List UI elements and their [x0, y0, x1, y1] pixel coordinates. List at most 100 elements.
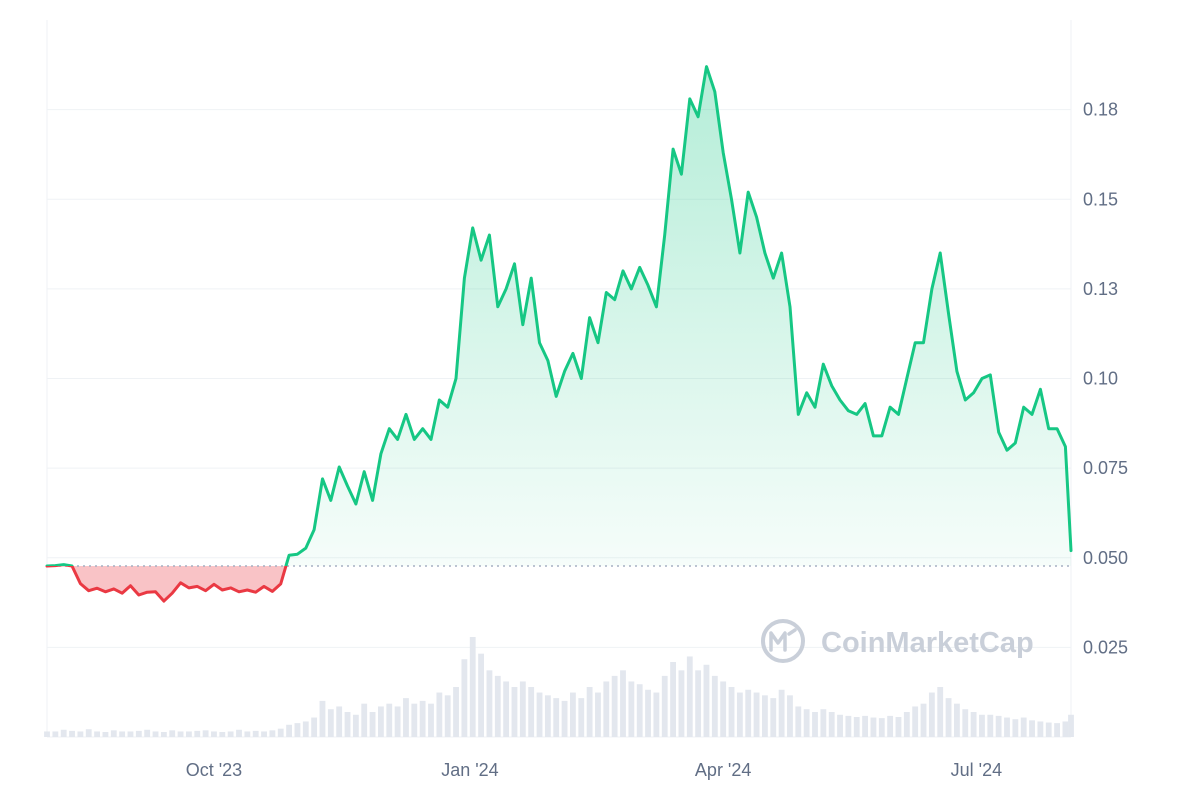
volume-bar [862, 715, 869, 737]
volume-bar [945, 698, 952, 737]
volume-bar [803, 709, 810, 737]
volume-bar [85, 729, 92, 737]
y-tick-label: 0.18 [1083, 100, 1118, 120]
volume-bar [912, 706, 919, 737]
price-line-above-baseline [45, 65, 1073, 566]
volume-bar [820, 709, 827, 737]
volume-bar [127, 731, 134, 737]
volume-bar [494, 675, 501, 737]
y-tick-label: 0.025 [1083, 637, 1128, 657]
volume-bar [636, 684, 643, 737]
x-tick-label: Apr '24 [695, 760, 751, 780]
volume-bar [269, 730, 276, 737]
volume-bar [887, 715, 894, 737]
volume-bar [970, 712, 977, 737]
y-tick-label: 0.075 [1083, 458, 1128, 478]
volume-bar [1068, 714, 1074, 737]
volume-bar [60, 729, 67, 737]
x-axis: Oct '23 Jan '24 Apr '24 Jul '24 [186, 760, 1002, 780]
volume-bars [44, 637, 1074, 737]
volume-bar [369, 712, 376, 737]
volume-bar [628, 681, 635, 737]
volume-bar [511, 687, 518, 737]
volume-bar [770, 698, 777, 737]
volume-bar [1012, 719, 1019, 737]
volume-bar [561, 700, 568, 737]
volume-bar [469, 637, 476, 737]
volume-bar [1020, 717, 1027, 737]
y-tick-label: 0.10 [1083, 369, 1118, 389]
coinmarketcap-logo-icon [761, 619, 805, 663]
volume-bar [987, 714, 994, 737]
volume-bar [678, 670, 685, 737]
volume-bar [52, 731, 59, 737]
volume-bar [645, 689, 651, 737]
volume-bar [294, 723, 301, 737]
volume-bar [686, 656, 693, 737]
volume-bar [311, 717, 318, 737]
volume-bar [169, 730, 176, 737]
volume-bar [277, 728, 284, 737]
volume-bar [1054, 723, 1061, 737]
y-axis: 0.025 0.050 0.075 0.10 0.13 0.15 0.18 [1083, 100, 1128, 658]
volume-bar [244, 731, 251, 737]
volume-bar [227, 731, 234, 737]
volume-bar [995, 715, 1002, 737]
volume-bar [553, 698, 560, 737]
volume-bar [544, 695, 551, 737]
area-fill-above-baseline [47, 66, 1071, 566]
volume-bar [787, 695, 793, 737]
volume-bar [895, 717, 902, 737]
volume-bar [428, 703, 434, 737]
volume-bar [620, 670, 626, 737]
volume-bar [436, 692, 443, 737]
volume-bar [1037, 721, 1044, 737]
volume-bar [102, 732, 109, 737]
volume-bar [252, 730, 259, 737]
volume-bar [135, 730, 142, 737]
volume-bar [419, 700, 426, 737]
volume-bar [937, 687, 944, 737]
volume-bar [720, 681, 727, 737]
volume-bar [194, 730, 201, 737]
watermark-text: CoinMarketCap [821, 627, 1034, 659]
volume-bar [928, 692, 935, 737]
volume-bar [44, 731, 50, 737]
volume-bar [595, 692, 601, 737]
volume-bar [478, 653, 485, 737]
volume-bar [528, 687, 535, 737]
volume-bar [703, 664, 710, 737]
volume-bar [870, 717, 877, 737]
volume-bar [202, 730, 209, 737]
watermark: CoinMarketCap [761, 619, 1034, 663]
volume-bar [536, 692, 543, 737]
volume-bar [903, 712, 910, 737]
volume-bar [1062, 721, 1069, 737]
y-tick-label: 0.15 [1083, 189, 1118, 209]
volume-bar [486, 670, 493, 737]
volume-bar [603, 681, 610, 737]
volume-bar [327, 709, 334, 737]
volume-bar [286, 724, 293, 737]
volume-bar [828, 712, 835, 737]
volume-bar [670, 662, 677, 737]
volume-bar [185, 731, 192, 737]
volume-bar [219, 732, 226, 737]
volume-bar [812, 712, 818, 737]
volume-bar [144, 729, 151, 737]
volume-bar [837, 714, 843, 737]
x-tick-label: Oct '23 [186, 760, 242, 780]
volume-bar [352, 714, 359, 737]
volume-bar [519, 681, 526, 737]
volume-bar [319, 700, 326, 737]
volume-bar [261, 731, 267, 737]
y-tick-label: 0.050 [1083, 548, 1128, 568]
volume-bar [761, 695, 768, 737]
volume-bar [1029, 720, 1035, 737]
price-line [45, 65, 1073, 603]
area-fill-below-baseline [47, 565, 1071, 602]
volume-bar [302, 721, 309, 737]
volume-bar [110, 730, 117, 737]
volume-bar [403, 698, 409, 737]
